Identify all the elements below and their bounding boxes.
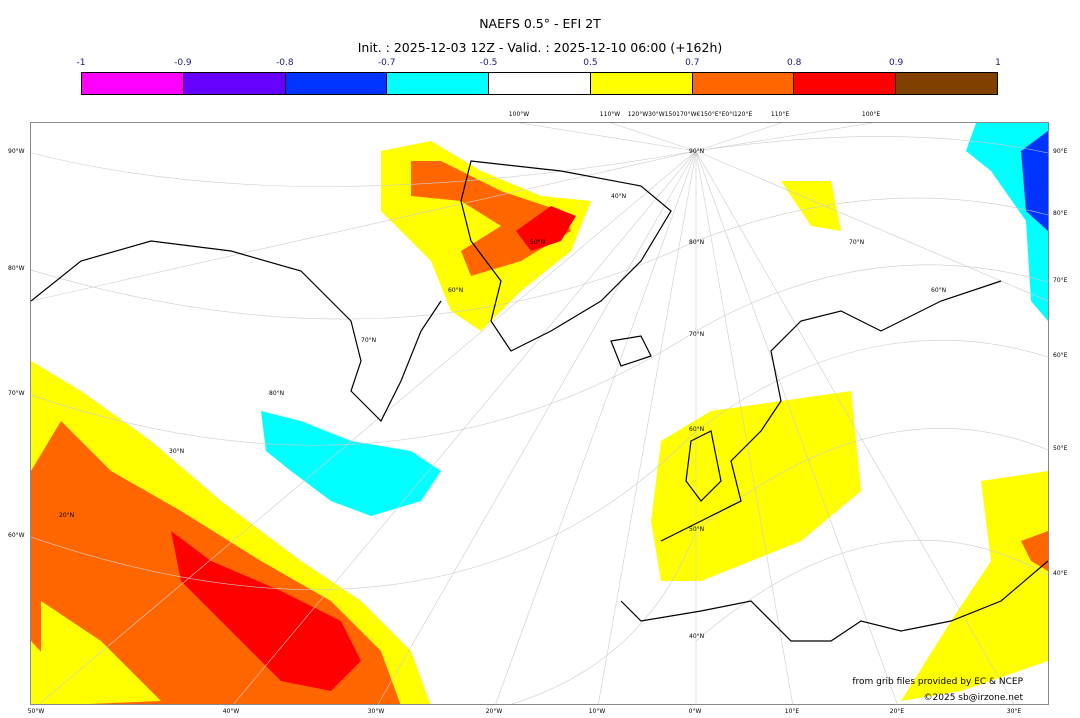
axis-label-bottom: 30°E [1006, 708, 1022, 715]
uk-coast [685, 430, 722, 502]
lat-label: 50°N [689, 526, 704, 533]
lat-label: 60°N [448, 287, 463, 294]
axis-label-top: 110°W [599, 111, 621, 118]
lat-label: 80°N [269, 390, 284, 397]
axis-label-top: 120°W30°W150170°W€150°E°E0°I120°E [627, 111, 753, 118]
blue-region-siberia [1021, 131, 1048, 231]
colorbar-bin [489, 73, 591, 94]
colorbar-bin [896, 73, 998, 94]
colorbar-bin [183, 73, 286, 94]
axis-label-left: 70°W [8, 390, 25, 397]
axis-label-right: 70°E [1053, 277, 1068, 284]
lat-label: 60°N [931, 287, 946, 294]
lat-label: 90°N [689, 148, 704, 155]
colorbar-bin [82, 73, 184, 94]
credit-copyright: ©2025 sb@irzone.net [923, 693, 1023, 703]
europe-coast [620, 280, 1049, 642]
red-region-atlantic [171, 531, 361, 691]
axis-label-bottom: 0°W [688, 708, 702, 715]
lat-label: 70°N [689, 331, 704, 338]
colorbar-bin [387, 73, 490, 94]
axis-label-left: 60°W [8, 532, 25, 539]
iceland-coast [610, 335, 652, 367]
credit-source: from grib files provided by EC & NCEP [852, 677, 1023, 687]
axis-label-bottom: 10°W [588, 708, 606, 715]
efi-shading [31, 123, 1048, 706]
inner-labels: 90°N 80°N 70°N 60°N 50°N 40°N 30°N 20°N … [59, 148, 946, 640]
axis-label-bottom: 40°W [222, 708, 240, 715]
canada-coast [30, 240, 442, 423]
axis-label-right: 80°E [1053, 210, 1068, 217]
colorbar-tick-label: -0.9 [174, 58, 192, 68]
axis-label-left: 90°W [8, 148, 25, 155]
lat-label: 30°N [169, 448, 184, 455]
axis-label-top: 110°E [770, 111, 790, 118]
colorbar-bin [692, 73, 795, 94]
cyan-region [261, 411, 441, 516]
axis-label-right: 40°E [1053, 570, 1068, 577]
colorbar-bin [794, 73, 897, 94]
yellow-region-east [901, 471, 1048, 701]
axis-label-right: 60°E [1053, 352, 1068, 359]
map-title: NAEFS 0.5° - EFI 2T [479, 16, 601, 31]
colorbar-tick-label: -1 [76, 58, 86, 68]
axis-label-bottom: 50°W [27, 708, 45, 715]
axis-label-right: 90°E [1053, 148, 1068, 155]
lat-label: 70°N [361, 337, 376, 344]
yellow-region-europe [651, 391, 861, 581]
colorbar-bin [590, 73, 693, 94]
map-svg: 90°N 80°N 70°N 60°N 50°N 40°N 30°N 20°N … [30, 122, 1049, 718]
axis-label-bottom: 30°W [367, 708, 385, 715]
yellow-inner-atlantic [41, 601, 161, 706]
yellow-region-ob [781, 181, 841, 231]
axis-label-bottom: 20°W [485, 708, 503, 715]
colorbar-tick-label: -0.7 [377, 58, 396, 68]
lat-label: 20°N [59, 512, 74, 519]
colorbar-tick-label: 0.5 [583, 58, 598, 68]
red-region-greenland [516, 206, 576, 251]
axis-label-bottom: 10°E [784, 708, 800, 715]
colorbar-tick-label: 1 [995, 58, 1001, 68]
axis-label-right: 50°E [1053, 445, 1068, 452]
colorbar-bin [285, 73, 388, 94]
lat-label: 70°N [849, 239, 864, 246]
colorbar-tick-label: -0.5 [479, 58, 498, 68]
colorbar-tick-label: -0.8 [275, 58, 294, 68]
orange-region-east [1021, 531, 1048, 571]
axis-label-top: 100°W [508, 111, 530, 118]
map-subtitle: Init. : 2025-12-03 12Z - Valid. : 2025-1… [357, 40, 723, 55]
axis-label-bottom: 20°E [889, 708, 905, 715]
lat-label: 50°N [530, 239, 545, 246]
map-area: 90°N 80°N 70°N 60°N 50°N 40°N 30°N 20°N … [30, 122, 1049, 718]
coastlines [30, 160, 1049, 642]
colorbar-tick-label: 0.8 [787, 58, 802, 68]
graticule [30, 122, 1049, 718]
axis-label-left: 80°W [8, 265, 25, 272]
colorbar-tick-label: 0.7 [685, 58, 700, 68]
lat-label: 60°N [689, 426, 704, 433]
axis-label-top: 100°E [861, 111, 881, 118]
lat-label: 40°N [689, 633, 704, 640]
colorbar [81, 72, 998, 95]
greenland-coast [460, 160, 672, 352]
colorbar-tick-label: 0.9 [888, 58, 904, 68]
lat-label: 40°N [611, 193, 626, 200]
lat-label: 80°N [689, 239, 704, 246]
